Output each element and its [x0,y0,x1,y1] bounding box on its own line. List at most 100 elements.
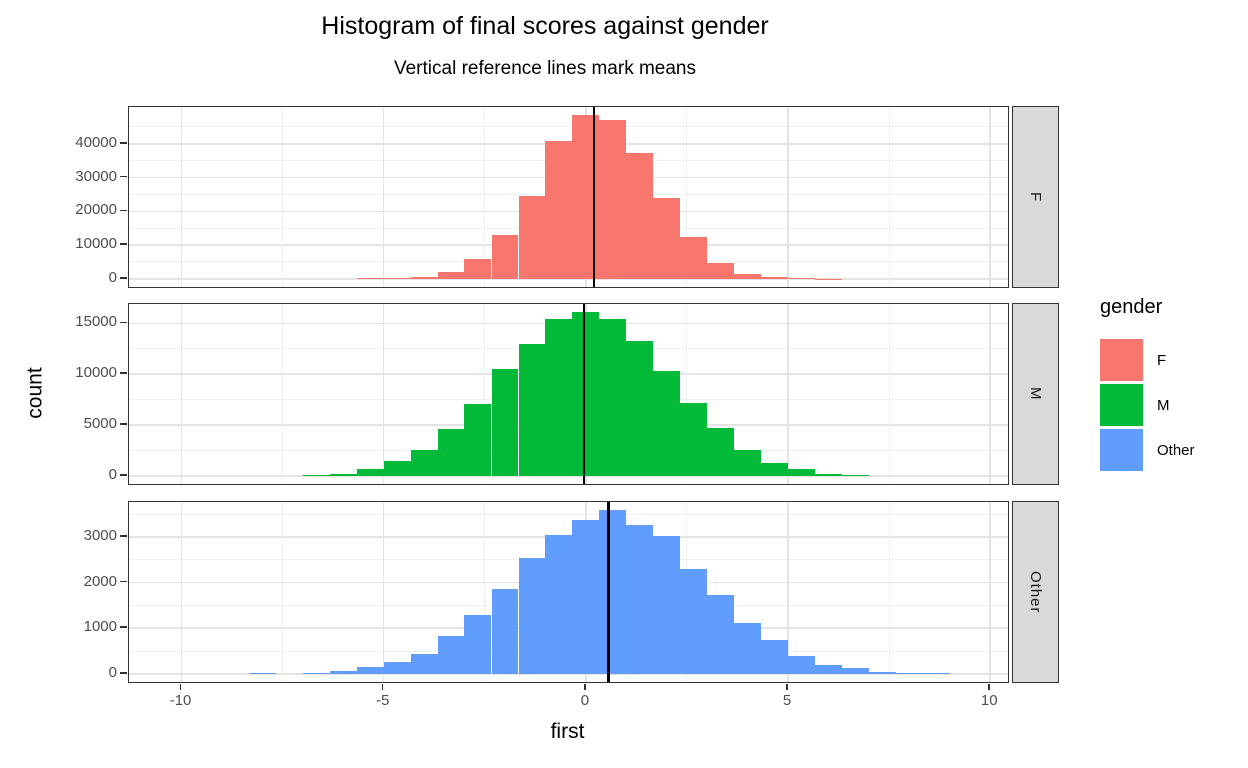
gridline-minor [484,107,486,287]
gridline-minor [129,126,1008,128]
histogram-bar-f [464,258,492,279]
x-axis-title: first [550,720,585,743]
gridline-minor [282,304,284,484]
histogram-bar-m [491,369,519,476]
y-axis-tick-label: 15000 [75,313,117,331]
histogram-bar-f [734,273,762,279]
y-axis-tick [120,243,127,245]
legend-title: gender [1100,296,1163,318]
histogram-bar-m [329,473,357,476]
histogram-bar-other [545,534,573,674]
histogram-bar-m [572,312,600,476]
gridline-major [382,304,385,484]
facet-panel-other [128,501,1009,683]
gridline-major [129,673,1008,675]
x-axis-tick-label: 10 [980,691,998,709]
y-axis-tick-label: 10000 [75,235,117,253]
mean-reference-line [607,502,610,682]
facet-strip-other: Other [1012,501,1059,683]
gridline-minor [484,502,486,682]
legend-label: F [1157,351,1167,369]
histogram-bar-other [356,667,384,674]
y-axis-tick-label: 1000 [83,618,117,636]
histogram-bar-other [410,653,438,674]
histogram-bar-other [599,510,627,674]
x-axis-tick [786,683,788,690]
y-axis-tick [120,209,127,212]
histogram-bar-m [787,468,815,476]
y-axis-tick-label: 0 [108,663,117,681]
y-axis-tick-label: 40000 [75,133,117,151]
y-axis-tick-label: 3000 [83,527,117,545]
histogram-bar-f [761,277,789,279]
histogram-bar-m [815,473,842,476]
histogram-bar-other [437,636,465,674]
x-axis-tick-label: 5 [782,691,792,709]
x-axis-tick [988,683,990,690]
y-axis-tick-label: 0 [108,268,117,286]
histogram-bar-other [626,525,654,674]
histogram-bar-other [895,673,923,674]
legend-item-other: Other [1100,429,1195,471]
histogram-bar-m [680,402,708,476]
legend-swatch-f [1100,339,1143,381]
gridline-major [180,107,183,287]
chart-title: Histogram of final scores against gender [321,12,769,40]
facet-strip-label: M [1027,387,1044,401]
gridline-minor [686,107,688,287]
y-axis-tick-label: 2000 [83,572,117,590]
histogram-bar-m [734,450,762,476]
histogram-bar-f [707,262,734,279]
histogram-bar-f [491,234,519,279]
histogram-bar-m [302,475,330,476]
histogram-bar-other [491,589,519,674]
gridline-minor [888,107,890,287]
gridline-major [382,502,385,682]
histogram-bar-other [787,655,815,674]
y-axis-tick [120,277,127,279]
histogram-bar-other [680,568,708,674]
y-axis-tick [120,175,127,178]
gridline-major [180,304,183,484]
histogram-bar-f [437,272,465,279]
x-axis-tick-label: 0 [580,691,590,709]
gridline-major [129,278,1008,280]
gridline-minor [888,304,890,484]
gridline-major [180,502,183,682]
gridline-minor [129,513,1008,515]
y-axis-tick [120,580,127,583]
y-axis-tick [120,372,127,374]
y-axis-tick [120,142,127,144]
mean-reference-line [582,304,586,484]
gridline-minor [282,107,284,287]
legend-swatch-m [1100,384,1143,426]
x-axis-tick-label: -10 [169,691,192,709]
x-axis-tick [381,683,384,690]
y-axis-tick-label: 10000 [75,364,117,382]
gridline-major [129,475,1008,477]
histogram-bar-f [787,278,815,279]
y-axis-tick [120,423,127,425]
gridline-minor [888,502,890,682]
gridline-major [989,107,991,287]
x-axis-tick [584,683,586,690]
mean-reference-line [592,107,596,287]
histogram-bar-m [437,429,465,476]
histogram-bar-f [653,198,681,279]
histogram-bar-other [572,519,600,674]
gridline-major [787,502,789,682]
facet-strip-label: F [1027,191,1044,203]
histogram-bar-other [329,671,357,674]
y-axis-tick [120,321,127,324]
y-axis-tick-label: 30000 [75,167,117,185]
legend-label: M [1157,396,1170,414]
gridline-major [787,107,789,287]
facet-strip-label: Other [1027,570,1044,614]
y-axis-tick [120,626,127,628]
y-axis-tick [120,474,127,476]
histogram-bar-other [707,594,734,674]
gridline-major [787,304,789,484]
legend-label: Other [1157,441,1195,459]
histogram-bar-m [356,468,384,476]
gridline-major [989,304,991,484]
